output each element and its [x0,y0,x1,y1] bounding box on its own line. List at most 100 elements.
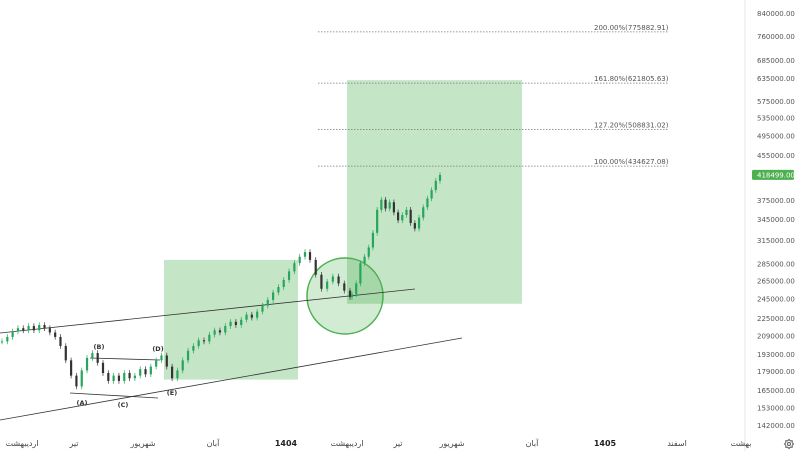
candle [434,178,437,193]
candle [213,327,216,338]
wave-label-1: (B) [94,343,105,351]
candle [355,280,358,298]
candle [139,366,142,379]
y-tick-label: 455000.00 [757,152,795,160]
trend-line-1 [0,337,463,421]
x-tick-label: 1405 [594,439,617,448]
candle [54,329,57,340]
candle [308,249,312,263]
y-tick-label: 535000.00 [757,114,795,122]
candle [331,273,334,285]
settings-icon[interactable] [783,438,795,450]
candle [250,311,253,321]
candle [350,291,354,300]
wave-label-4: (E) [167,389,177,397]
candle [367,244,370,260]
candle [218,327,222,336]
candle [256,308,259,321]
candle [197,337,200,349]
candle [160,352,163,364]
trend-line-0 [0,288,416,334]
candle [112,372,115,384]
x-tick-label: شهریور [129,439,155,448]
candle [277,284,280,296]
candle [224,323,227,336]
trend-lines [0,288,463,421]
candle [337,273,340,287]
candle [144,366,147,378]
target-zones [164,80,522,380]
candle [272,289,275,303]
y-tick-label: 345000.00 [757,216,795,224]
y-tick-label: 375000.00 [757,197,795,205]
last-price-badge [752,169,794,180]
candle [282,277,285,290]
target-zone-2 [347,80,522,304]
y-tick-label: 315000.00 [757,237,795,245]
fib-label-1: 161.80%(621805.63) [594,75,669,83]
candle [64,343,67,364]
candle [266,297,269,309]
candle [287,268,291,283]
x-tick-label: تیر [68,439,78,448]
candle [208,331,211,345]
candle [376,207,379,236]
trend-line-2 [69,392,159,399]
candle [133,372,136,382]
candle [48,325,51,336]
candle [298,253,301,266]
y-tick-label: 840000.00 [757,10,795,18]
candles [0,172,442,390]
breakout-circle [306,257,384,335]
x-tick-label: اسفند [667,439,687,448]
y-tick-label: 225000.00 [757,315,795,323]
candle [261,302,264,315]
fib-label-3: 100.00%(434627.08) [594,158,669,166]
y-tick-label: 245000.00 [757,295,795,303]
candle [6,334,9,345]
candle [245,311,248,323]
candle [384,196,387,212]
candle [59,334,62,349]
candle [16,325,20,335]
candle [0,338,4,345]
wave-label-3: (D) [152,345,163,353]
candle [91,350,94,361]
candle [11,328,14,340]
wave-labels: (A) (B) (C) (D) (E) [77,343,178,409]
candle [303,249,307,260]
candle [401,212,404,224]
x-tick-label: بهشت [731,439,752,448]
y-tick-label: 575000.00 [757,98,795,106]
candle [181,357,184,374]
candle [438,172,442,184]
candle [359,260,362,287]
candle [43,322,46,331]
x-tick-label: اردیبهشت [6,439,39,448]
candle [348,287,352,300]
candle [107,370,110,384]
candle [96,350,99,366]
candle [320,271,323,292]
y-axis: 840000.00 760000.00 685000.00 635000.00 5750… [744,0,795,451]
candle [371,230,375,251]
candle [80,367,83,390]
candle [27,323,30,334]
y-tick-label: 285000.00 [757,260,795,268]
candle [85,355,89,374]
candle [405,207,408,218]
y-tick-label: 165000.00 [757,387,795,395]
candle [409,207,412,226]
candle [396,209,400,224]
candle [240,316,243,328]
x-axis: اردیبهشت تیر شهریور آبان 1404 اردیبهشت تیر شهری… [6,438,752,448]
x-tick-label: 1404 [275,439,298,448]
candle [426,195,429,211]
y-tick-label: 495000.00 [757,133,795,141]
candle [229,319,232,329]
candle [234,319,237,328]
y-tick-label: 153000.00 [757,405,795,413]
candle [388,199,391,212]
